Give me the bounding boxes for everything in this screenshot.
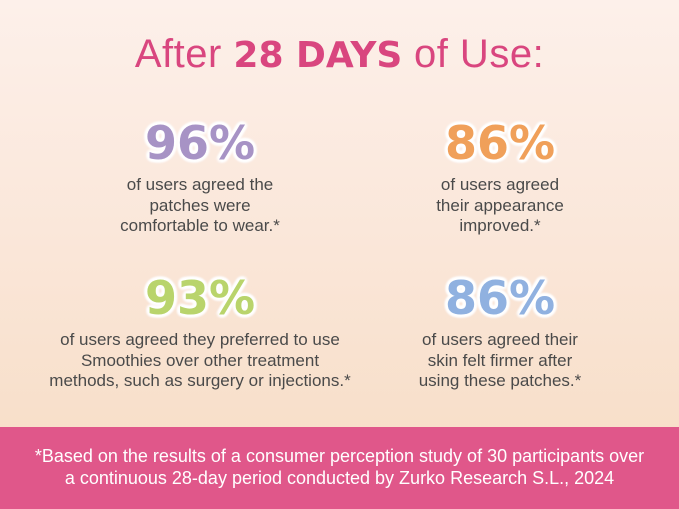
stat-description: of users agreed the patches were comfort…: [120, 175, 280, 235]
footnote-banner: *Based on the results of a consumer perc…: [0, 427, 679, 509]
stat-description: of users agreed they preferred to use Sm…: [49, 330, 351, 390]
stat-value: 96%: [144, 116, 256, 170]
stat-appearance: 86% of users agreed their appearance imp…: [330, 117, 670, 237]
stat-value: 86%: [444, 116, 556, 170]
stat-comfort: 96% of users agreed the patches were com…: [30, 117, 370, 237]
stat-description: of users agreed their appearance improve…: [436, 175, 564, 235]
title-highlight: 28 DAYS: [233, 35, 403, 76]
stat-value: 86%: [444, 271, 556, 325]
stat-firmness: 86% of users agreed their skin felt firm…: [330, 272, 670, 392]
stat-value: 93%: [144, 271, 256, 325]
stat-description: of users agreed their skin felt firmer a…: [418, 330, 582, 390]
stat-preference: 93% of users agreed they preferred to us…: [30, 272, 370, 392]
page-title: After 28 DAYS of Use:: [134, 32, 545, 76]
